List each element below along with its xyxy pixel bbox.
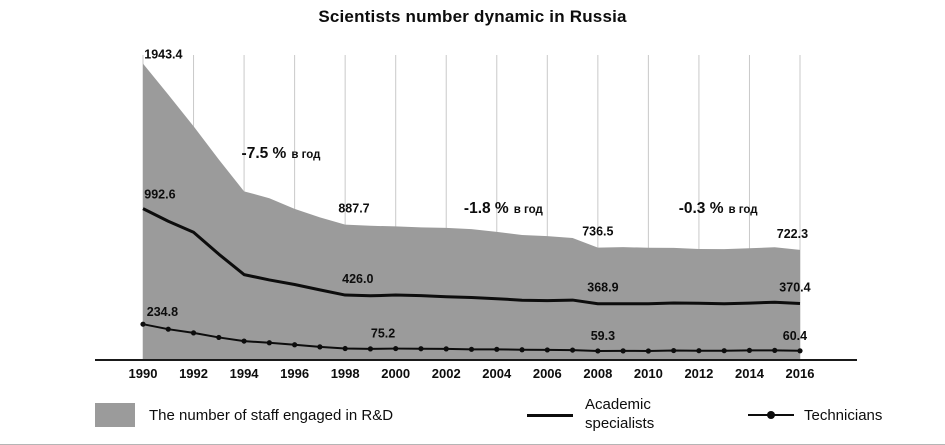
value-label: 887.7 bbox=[338, 202, 369, 216]
legend-item-staff: The number of staff engaged in R&D bbox=[95, 394, 393, 436]
legend: The number of staff engaged in R&D Acade… bbox=[0, 394, 945, 440]
value-label: 75.2 bbox=[371, 327, 395, 341]
value-label: 59.3 bbox=[591, 329, 615, 343]
marker-dot bbox=[721, 348, 727, 354]
legend-item-technicians: Technicians bbox=[748, 394, 882, 436]
marker-dot bbox=[190, 330, 197, 336]
value-label: 426.0 bbox=[342, 272, 373, 286]
marker-dot bbox=[393, 345, 399, 352]
value-label: 1943.4 bbox=[144, 48, 182, 62]
x-tick-label: 1996 bbox=[280, 366, 309, 381]
x-tick-label: 2004 bbox=[482, 366, 512, 381]
annotation: -7.5 % в год bbox=[242, 145, 322, 162]
x-tick-label: 2006 bbox=[533, 366, 562, 381]
annotation: -1.8 % в год bbox=[464, 200, 544, 217]
marker-dot bbox=[468, 346, 475, 352]
marker-dot bbox=[746, 347, 753, 353]
x-tick-label: 1994 bbox=[230, 366, 260, 381]
marker-dot bbox=[494, 346, 500, 352]
x-tick-label: 1998 bbox=[331, 366, 360, 381]
x-tick-label: 2016 bbox=[786, 366, 815, 381]
area-swatch-icon bbox=[95, 403, 135, 427]
line-series-academic bbox=[142, 207, 801, 306]
x-tick-label: 2010 bbox=[634, 366, 663, 381]
marker-dot bbox=[216, 334, 222, 341]
x-tick-label: 2014 bbox=[735, 366, 765, 381]
marker-dot bbox=[140, 321, 146, 327]
x-tick-label: 1992 bbox=[179, 366, 208, 381]
marker-dot bbox=[165, 326, 171, 332]
annotation: -0.3 % в год bbox=[679, 200, 759, 217]
chart-canvas: 1943.4 992.6 234.8 887.7 426.0 75.2 736.5 368.9… bbox=[95, 48, 857, 381]
value-label: 368.9 bbox=[587, 281, 618, 295]
marker-dot bbox=[671, 347, 677, 354]
marker-dot bbox=[367, 346, 374, 352]
x-tick-label: 2000 bbox=[381, 366, 410, 381]
value-label: 736.5 bbox=[582, 225, 613, 239]
marker-dot bbox=[645, 348, 651, 354]
marker-dot bbox=[519, 347, 525, 353]
chart-title: Scientists number dynamic in Russia bbox=[318, 7, 627, 26]
marker-dot bbox=[418, 346, 424, 352]
x-tick-label: 2002 bbox=[432, 366, 461, 381]
marker-dot bbox=[317, 344, 323, 350]
marker-dot bbox=[569, 347, 576, 353]
x-tick-label: 2012 bbox=[684, 366, 713, 381]
marker-dot bbox=[443, 346, 449, 352]
marker-dot bbox=[342, 345, 348, 352]
marker-dot bbox=[620, 348, 626, 354]
marker-dot bbox=[772, 347, 778, 353]
value-label: 370.4 bbox=[779, 281, 810, 295]
marker-dot bbox=[595, 348, 601, 354]
value-label: 722.3 bbox=[777, 227, 808, 241]
marker-dot bbox=[544, 347, 550, 353]
legend-label-staff: The number of staff engaged in R&D bbox=[149, 406, 394, 424]
marker-dot bbox=[797, 348, 803, 354]
legend-label-academic: Academic specialists bbox=[585, 396, 655, 432]
marker-dot bbox=[696, 348, 702, 354]
x-tick-label: 2008 bbox=[583, 366, 612, 381]
marker-dot bbox=[292, 342, 298, 348]
legend-label-technicians: Technicians bbox=[804, 406, 883, 424]
value-label: 234.8 bbox=[147, 305, 178, 319]
value-label: 992.6 bbox=[144, 188, 175, 202]
x-tick-label: 1990 bbox=[129, 366, 158, 381]
dot-line-swatch-icon bbox=[748, 411, 794, 419]
marker-dot bbox=[266, 340, 272, 346]
marker-dot bbox=[241, 338, 247, 344]
value-label: 60.4 bbox=[783, 329, 807, 343]
line-swatch-icon bbox=[527, 413, 573, 417]
legend-item-academic: Academic specialists bbox=[527, 394, 675, 436]
